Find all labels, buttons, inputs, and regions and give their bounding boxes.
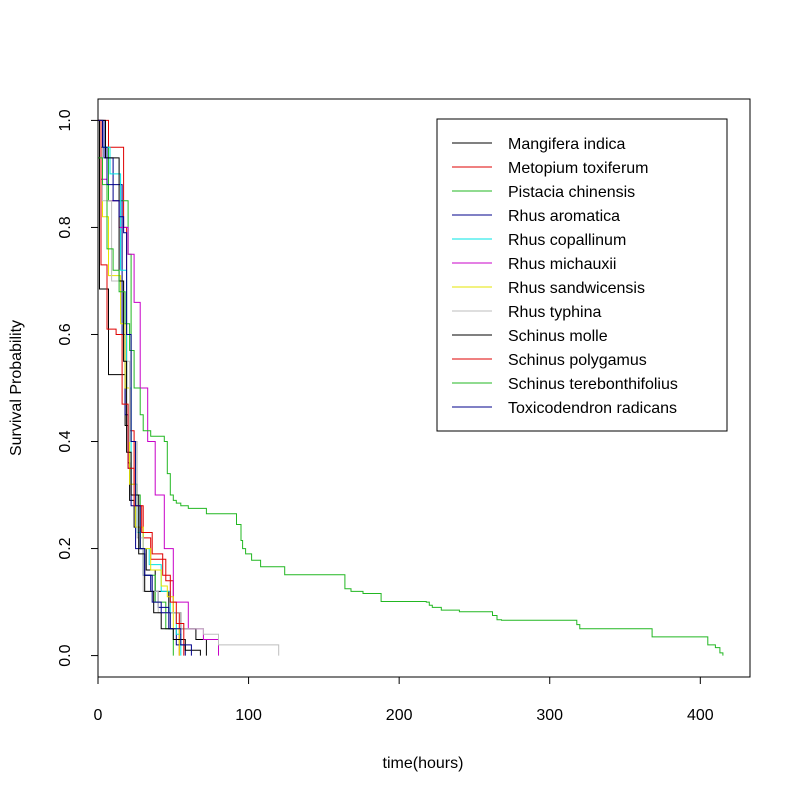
x-tick-label: 300 bbox=[536, 707, 563, 724]
y-tick-label: 0.8 bbox=[57, 216, 74, 238]
legend: Mangifera indica Metopium toxiferum Pistac… bbox=[436, 118, 728, 432]
legend-label-0: Mangifera indica bbox=[508, 136, 626, 153]
x-axis: 0 100 200 300 400 bbox=[94, 676, 714, 724]
legend-label-5: Rhus michauxii bbox=[508, 256, 616, 273]
series-line-11 bbox=[98, 119, 192, 656]
y-axis: 0.0 0.2 0.4 0.6 0.8 1.0 bbox=[57, 109, 99, 667]
series-line-7 bbox=[98, 119, 280, 656]
y-axis-label: Survival Probability bbox=[8, 320, 25, 456]
legend-label-6: Rhus sandwicensis bbox=[508, 280, 645, 297]
legend-label-2: Pistacia chinensis bbox=[508, 184, 635, 201]
y-tick-label: 0.2 bbox=[57, 537, 74, 559]
legend-label-3: Rhus aromatica bbox=[508, 208, 620, 225]
x-tick-label: 100 bbox=[235, 707, 262, 724]
x-tick-label: 0 bbox=[94, 707, 103, 724]
series-line-10 bbox=[98, 157, 724, 656]
legend-label-1: Metopium toxiferum bbox=[508, 160, 649, 177]
legend-label-9: Schinus polygamus bbox=[508, 352, 647, 369]
series-line-6 bbox=[98, 119, 180, 656]
legend-label-11: Toxicodendron radicans bbox=[508, 400, 677, 417]
x-tick-label: 200 bbox=[386, 707, 413, 724]
series-line-9 bbox=[98, 119, 185, 656]
x-tick-label: 400 bbox=[687, 707, 714, 724]
legend-label-10: Schinus terebonthifolius bbox=[508, 376, 678, 393]
legend-label-8: Schinus molle bbox=[508, 328, 608, 345]
legend-box bbox=[436, 118, 728, 432]
y-tick-label: 0.4 bbox=[57, 430, 74, 452]
series-layer bbox=[98, 119, 724, 656]
x-axis-label: time(hours) bbox=[383, 755, 464, 772]
legend-label-7: Rhus typhina bbox=[508, 304, 601, 321]
y-tick-label: 1.0 bbox=[57, 109, 74, 131]
legend-label-4: Rhus copallinum bbox=[508, 232, 626, 249]
y-tick-label: 0.0 bbox=[57, 644, 74, 666]
y-tick-label: 0.6 bbox=[57, 323, 74, 345]
